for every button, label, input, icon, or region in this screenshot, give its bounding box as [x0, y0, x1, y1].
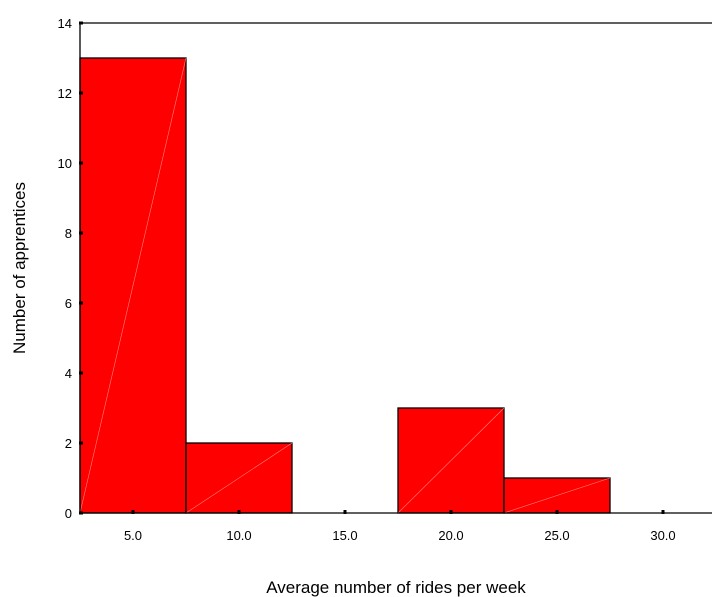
x-ticks-group: 5.0 10.0 15.0 20.0 25.0 30.0 — [124, 510, 676, 543]
y-tick-label: 10 — [58, 156, 72, 171]
y-tick-label: 14 — [58, 16, 72, 31]
y-tick-label: 4 — [65, 366, 72, 381]
bar-diagonal — [185, 442, 293, 514]
y-tick-label: 8 — [65, 226, 72, 241]
x-tick-label: 5.0 — [124, 528, 142, 543]
x-tick-label: 25.0 — [544, 528, 569, 543]
bar-diagonal — [503, 477, 611, 514]
bar-diagonal — [397, 407, 505, 514]
x-tick-label: 30.0 — [650, 528, 675, 543]
y-tick-label: 6 — [65, 296, 72, 311]
x-tick-label: 20.0 — [438, 528, 463, 543]
bars-group — [79, 57, 611, 514]
y-tick-label: 2 — [65, 436, 72, 451]
y-tick-label: 0 — [65, 506, 72, 521]
y-ticks-group: 0 2 4 6 8 10 12 14 — [58, 16, 83, 521]
x-tick-label: 15.0 — [332, 528, 357, 543]
axes-group — [79, 22, 712, 514]
y-tick-label: 12 — [58, 86, 72, 101]
x-axis-title: Average number of rides per week — [266, 578, 526, 597]
y-axis-title: Number of apprentices — [10, 182, 29, 354]
bar-diagonal — [79, 57, 187, 514]
x-tick-label: 10.0 — [226, 528, 251, 543]
